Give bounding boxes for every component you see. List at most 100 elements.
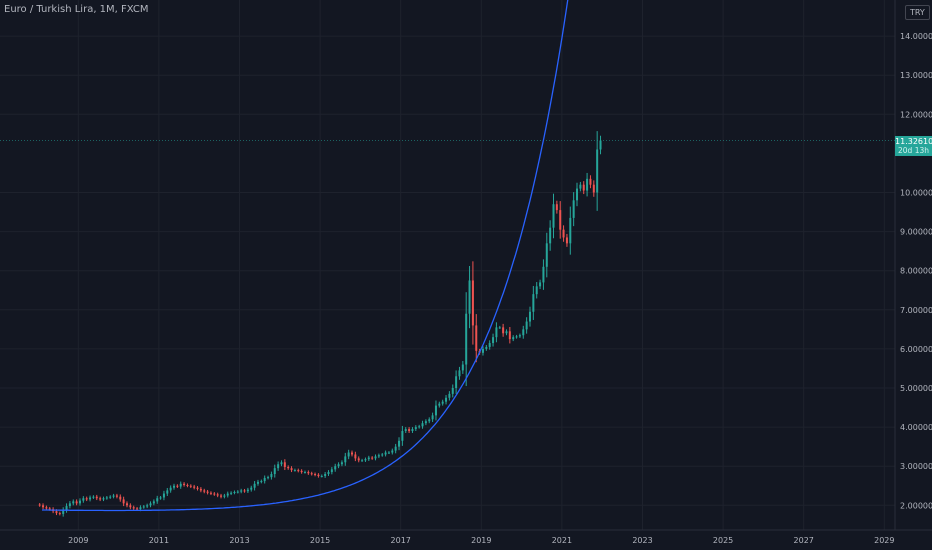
candle-body — [512, 337, 515, 340]
candle-body — [243, 490, 246, 492]
candle-body — [374, 456, 377, 459]
candle-body — [213, 493, 216, 495]
x-tick-label: 2019 — [471, 536, 491, 545]
candle-body — [277, 464, 280, 469]
x-tick-label: 2017 — [391, 536, 411, 545]
candle-body — [495, 327, 498, 338]
candle-body — [361, 460, 364, 462]
candle-body — [320, 475, 323, 477]
candle-body — [183, 483, 186, 485]
candle-body — [92, 496, 95, 498]
candle-body — [196, 487, 199, 489]
candle-body — [398, 440, 401, 447]
candle-body — [179, 483, 182, 487]
candle-body — [260, 481, 263, 483]
candle-body — [149, 503, 152, 506]
candle-body — [283, 462, 286, 467]
candle-body — [508, 331, 511, 340]
candle-body — [384, 452, 387, 455]
x-tick-label: 2009 — [68, 536, 88, 545]
y-tick-label: 9.00000 — [900, 228, 932, 237]
candle-body — [99, 498, 102, 500]
candle-body — [448, 393, 451, 398]
candle-body — [408, 429, 411, 432]
candle-body — [539, 282, 542, 287]
candle-body — [142, 506, 145, 508]
candle-body — [89, 497, 92, 500]
x-tick-label: 2015 — [310, 536, 330, 545]
candle-body — [337, 464, 340, 467]
candle-body — [414, 427, 417, 430]
candle-body — [216, 494, 219, 496]
candle-body — [240, 490, 243, 492]
candle-body — [109, 496, 112, 498]
candle-body — [438, 403, 441, 406]
candle-body — [78, 500, 81, 504]
candle-body — [599, 140, 602, 150]
candle-body — [481, 348, 484, 353]
candle-body — [451, 388, 454, 394]
candle-body — [48, 508, 51, 510]
candle-body — [465, 313, 468, 365]
candle-body — [471, 280, 474, 326]
candle-body — [569, 217, 572, 244]
candle-body — [586, 178, 589, 191]
candle-body — [350, 452, 354, 455]
candle-body — [256, 481, 259, 484]
candle-body — [404, 429, 407, 432]
candle-body — [428, 419, 431, 422]
candle-body — [330, 469, 333, 473]
candle-body — [85, 498, 88, 500]
candle-body — [303, 472, 306, 474]
candle-body — [290, 468, 293, 471]
candle-body — [394, 446, 397, 451]
candle-body — [273, 468, 276, 475]
candle-body — [233, 492, 236, 494]
candle-body — [317, 474, 320, 476]
candle-body — [411, 429, 414, 432]
candle-body — [455, 376, 458, 388]
candle-body — [559, 210, 562, 230]
candle-body — [300, 470, 303, 473]
candle-body — [68, 503, 71, 507]
candle-body — [532, 294, 535, 312]
currency-badge[interactable]: TRY — [905, 5, 930, 20]
candle-body — [270, 474, 273, 478]
candle-body — [199, 488, 202, 491]
candle-body — [354, 454, 357, 459]
candle-body — [146, 505, 149, 507]
candle-body — [105, 497, 108, 499]
last-price-label: 11.32610 — [895, 137, 932, 146]
candle-body — [230, 492, 233, 494]
chart-title: Euro / Turkish Lira, 1M, FXCM — [4, 4, 149, 15]
x-tick-label: 2029 — [874, 536, 894, 545]
candle-body — [562, 229, 565, 238]
candle-body — [102, 498, 105, 500]
candle-body — [596, 149, 599, 193]
y-tick-label: 7.00000 — [900, 306, 932, 315]
candle-body — [203, 490, 206, 492]
candle-body — [156, 498, 159, 502]
candle-body — [186, 484, 189, 486]
candle-body — [576, 188, 579, 201]
candle-body — [209, 492, 212, 494]
candle-body — [55, 511, 58, 514]
candle-body — [307, 472, 310, 474]
candle-body — [263, 477, 266, 482]
candle-body — [132, 507, 135, 509]
candle-body — [367, 457, 370, 460]
candle-body — [314, 474, 317, 476]
candle-body — [327, 472, 330, 475]
y-tick-label: 12.00000 — [900, 110, 932, 119]
candle-body — [250, 487, 253, 490]
candle-body — [424, 421, 427, 424]
candle-body — [589, 178, 592, 185]
candle-body — [125, 503, 129, 506]
candle-body — [347, 452, 350, 457]
bar-countdown-label: 20d 13h — [898, 146, 929, 155]
candle-body — [542, 266, 545, 283]
candle-body — [112, 495, 115, 497]
y-tick-label: 8.00000 — [900, 267, 932, 276]
candle-body — [502, 327, 505, 334]
